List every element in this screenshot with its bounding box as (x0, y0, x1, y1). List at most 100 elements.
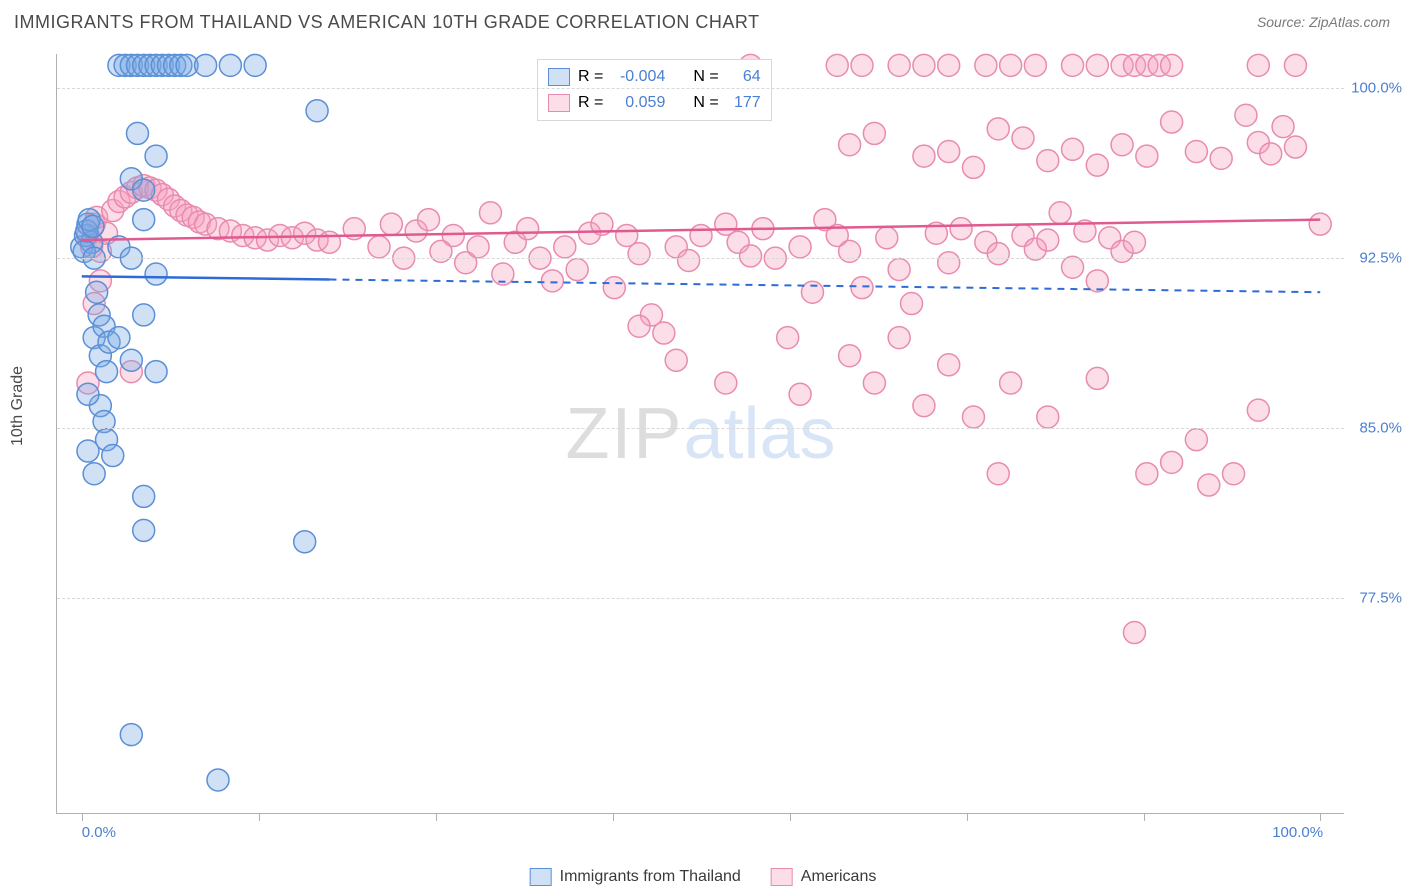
x-tick (436, 813, 437, 821)
pink-point (1161, 111, 1183, 133)
pink-point (888, 259, 910, 281)
pink-point (368, 236, 390, 258)
pink-point (888, 54, 910, 76)
pink-point (987, 463, 1009, 485)
n-value-pink: 177 (727, 94, 761, 112)
r-value-pink: 0.059 (611, 94, 665, 112)
pink-point (851, 277, 873, 299)
pink-point (1284, 136, 1306, 158)
pink-point (541, 270, 563, 292)
x-tick (790, 813, 791, 821)
stats-legend-row-pink: R = 0.059 N = 177 (548, 90, 761, 116)
blue-point (133, 179, 155, 201)
pink-point (901, 293, 923, 315)
gridline (57, 258, 1344, 259)
blue-point (195, 54, 217, 76)
pink-point (1185, 141, 1207, 163)
chart-title: IMMIGRANTS FROM THAILAND VS AMERICAN 10T… (14, 12, 760, 33)
r-label-pink: R = (578, 94, 603, 112)
blue-point (133, 304, 155, 326)
chart-container: IMMIGRANTS FROM THAILAND VS AMERICAN 10T… (0, 0, 1406, 892)
pink-point (938, 141, 960, 163)
pink-point (888, 327, 910, 349)
stats-legend-row-blue: R = -0.004 N = 64 (548, 64, 761, 90)
pink-point (1024, 54, 1046, 76)
pink-point (1062, 256, 1084, 278)
pink-point (690, 224, 712, 246)
swatch-blue-icon (530, 868, 552, 886)
pink-point (1086, 54, 1108, 76)
r-label-blue: R = (578, 68, 603, 86)
pink-point (1284, 54, 1306, 76)
y-tick-label: 85.0% (1359, 420, 1402, 437)
pink-point (467, 236, 489, 258)
blue-point (86, 281, 108, 303)
legend-item-blue: Immigrants from Thailand (530, 868, 741, 886)
n-label-pink: N = (693, 94, 718, 112)
gridline (57, 428, 1344, 429)
pink-point (418, 209, 440, 231)
pink-point (913, 395, 935, 417)
pink-point (913, 54, 935, 76)
pink-point (938, 354, 960, 376)
pink-point (913, 145, 935, 167)
y-tick-label: 92.5% (1359, 250, 1402, 267)
pink-point (826, 54, 848, 76)
blue-point (127, 122, 149, 144)
blue-point (96, 361, 118, 383)
pink-point (1000, 54, 1022, 76)
blue-point (306, 100, 328, 122)
pink-point (1272, 116, 1294, 138)
y-tick-label: 77.5% (1359, 590, 1402, 607)
pink-point (628, 243, 650, 265)
pink-point (554, 236, 576, 258)
swatch-pink-icon (548, 94, 570, 112)
legend-label-blue: Immigrants from Thailand (560, 868, 741, 886)
pink-point (740, 245, 762, 267)
blue-point (207, 769, 229, 791)
blue-point (145, 145, 167, 167)
x-tick-label: 100.0% (1272, 824, 1323, 841)
pink-point (665, 349, 687, 371)
blue-point (145, 361, 167, 383)
n-value-blue: 64 (727, 68, 761, 86)
blue-point (108, 327, 130, 349)
pink-point (517, 218, 539, 240)
source-label: Source: ZipAtlas.com (1257, 14, 1390, 30)
x-tick (1144, 813, 1145, 821)
pink-point (801, 281, 823, 303)
blue-point (133, 519, 155, 541)
x-tick (259, 813, 260, 821)
blue-trend-solid (82, 276, 330, 279)
blue-point (133, 485, 155, 507)
pink-point (950, 218, 972, 240)
pink-point (1136, 463, 1158, 485)
pink-point (1123, 231, 1145, 253)
blue-point (102, 445, 124, 467)
pink-point (987, 243, 1009, 265)
pink-point (789, 383, 811, 405)
pink-point (1247, 399, 1269, 421)
y-tick-label: 100.0% (1351, 80, 1402, 97)
blue-point (83, 463, 105, 485)
pink-point (1111, 134, 1133, 156)
pink-point (1037, 406, 1059, 428)
pink-point (1062, 138, 1084, 160)
pink-point (1136, 145, 1158, 167)
pink-point (839, 345, 861, 367)
gridline (57, 598, 1344, 599)
pink-point (863, 372, 885, 394)
pink-point (1037, 229, 1059, 251)
pink-point (1037, 150, 1059, 172)
blue-trend-dashed (329, 280, 1320, 293)
pink-point (1161, 54, 1183, 76)
pink-point (1235, 104, 1257, 126)
legend-item-pink: Americans (771, 868, 877, 886)
pink-point (876, 227, 898, 249)
pink-point (678, 249, 700, 271)
blue-point (120, 349, 142, 371)
pink-point (566, 259, 588, 281)
blue-point (82, 215, 104, 237)
pink-point (1161, 451, 1183, 473)
pink-point (962, 406, 984, 428)
